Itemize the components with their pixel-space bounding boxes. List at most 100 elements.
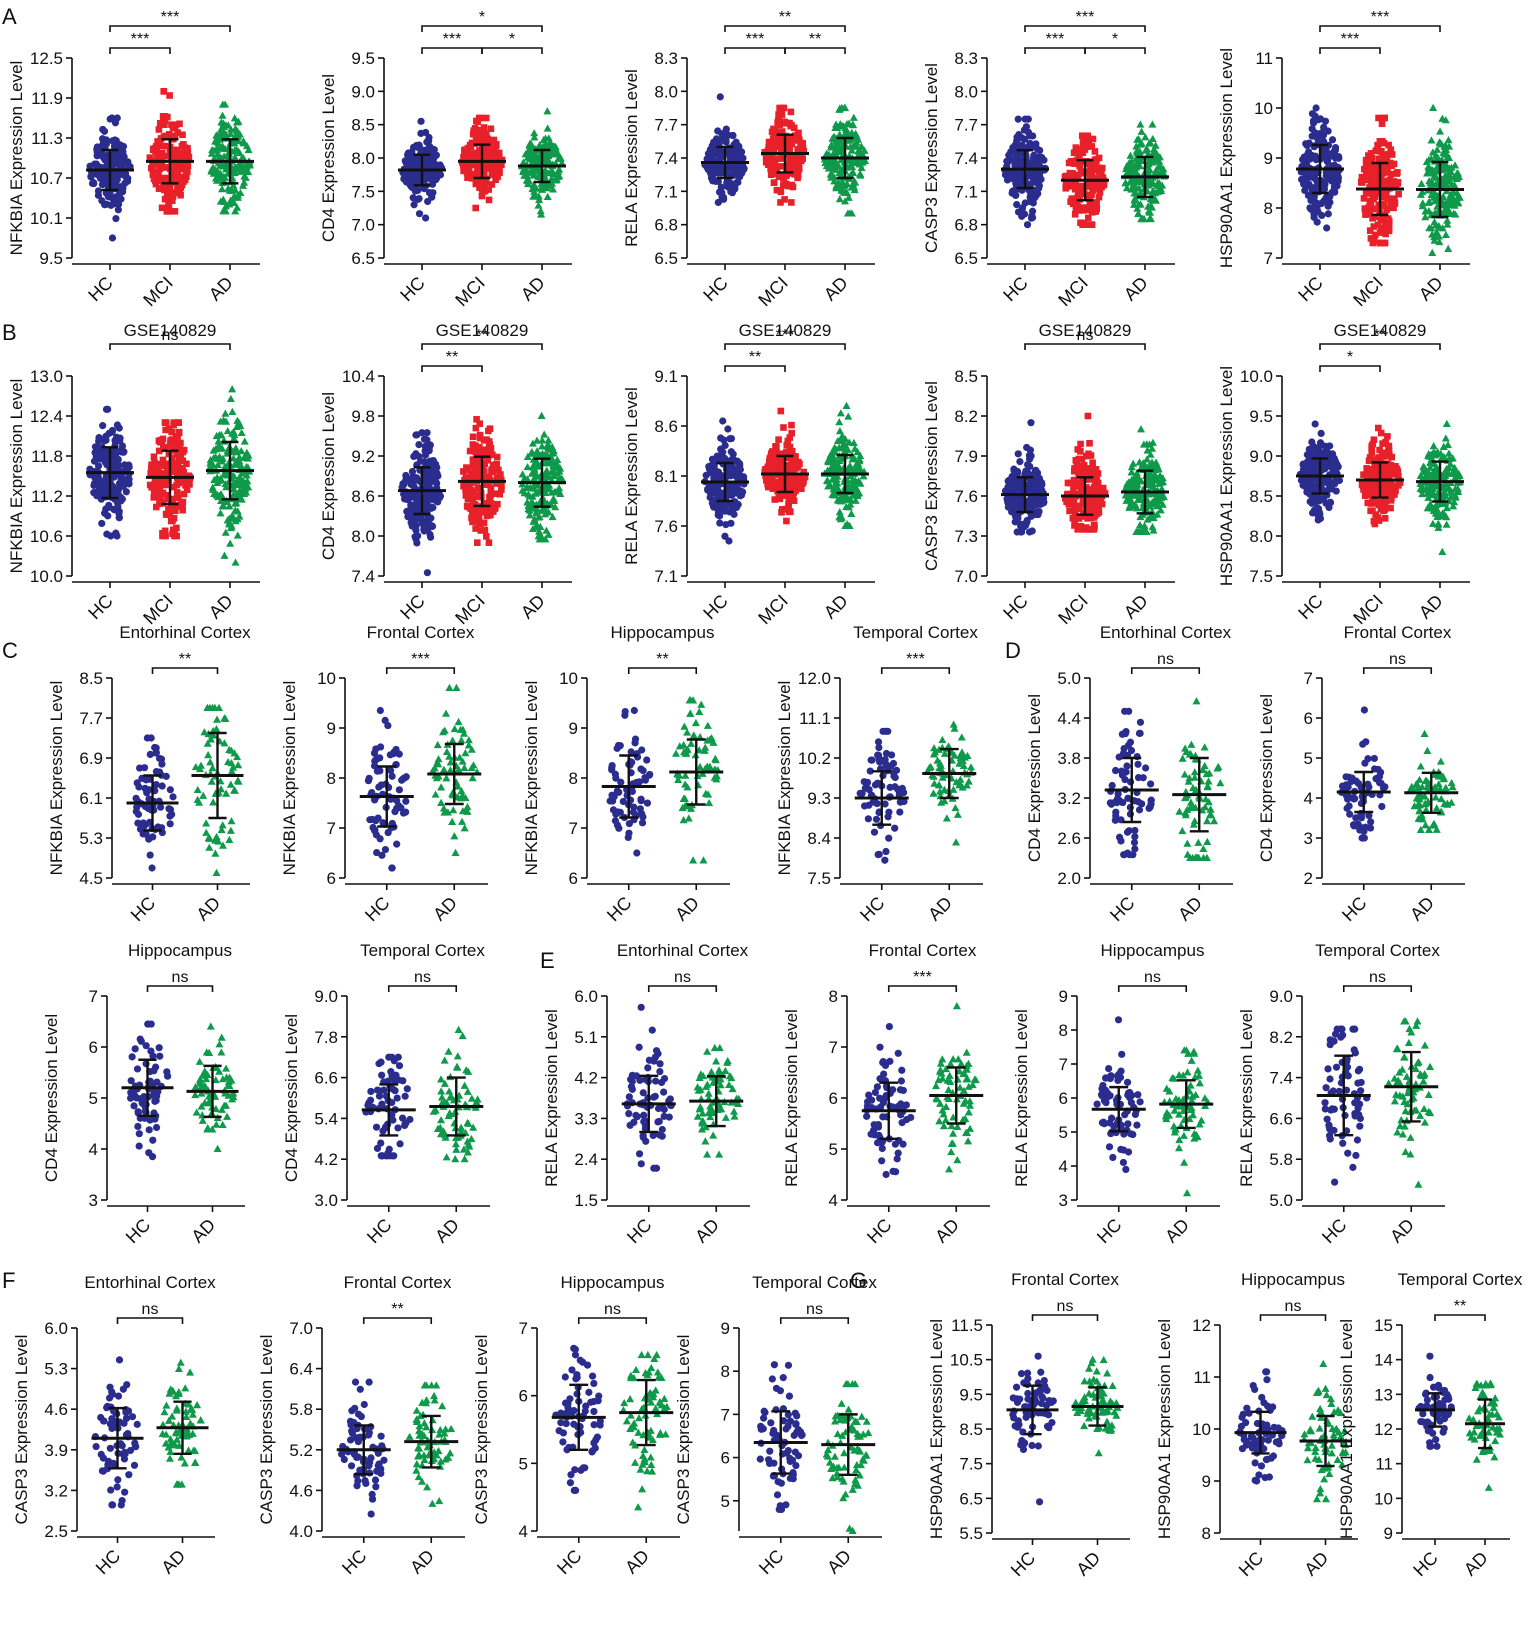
data-point	[411, 501, 419, 510]
data-point	[1328, 136, 1337, 144]
data-point	[770, 478, 777, 486]
data-point	[155, 185, 163, 192]
data-point	[1095, 168, 1103, 176]
data-point	[225, 520, 234, 528]
data-point	[1088, 221, 1096, 228]
data-point	[1323, 224, 1331, 232]
data-point	[1362, 189, 1370, 197]
data-point	[1366, 227, 1374, 234]
data-point	[1070, 485, 1077, 493]
data-point	[543, 192, 552, 200]
data-point	[1071, 171, 1079, 179]
data-point	[788, 136, 795, 143]
data-point	[848, 162, 857, 171]
data-point	[736, 466, 744, 474]
data-point	[155, 447, 163, 455]
data-point	[786, 508, 793, 515]
data-point	[775, 173, 783, 181]
data-point	[1435, 237, 1444, 246]
data-point	[1089, 135, 1097, 143]
data-point	[1372, 147, 1380, 155]
series-HC	[86, 405, 134, 540]
data-point	[520, 171, 529, 179]
data-point	[833, 141, 842, 149]
data-point	[235, 485, 244, 494]
data-point	[489, 461, 497, 469]
data-point	[95, 437, 103, 445]
data-point	[542, 508, 551, 516]
data-point	[1077, 145, 1085, 153]
data-point	[428, 495, 436, 503]
data-point	[778, 147, 785, 154]
data-point	[146, 481, 154, 489]
data-point	[724, 425, 732, 433]
series-AD	[820, 103, 870, 217]
data-point	[484, 160, 491, 168]
data-point	[789, 479, 797, 487]
data-point	[850, 183, 859, 191]
data-point	[1314, 208, 1322, 216]
data-point	[1088, 143, 1095, 150]
data-point	[1365, 210, 1372, 218]
data-point	[830, 460, 839, 469]
data-point	[466, 479, 473, 487]
data-point	[233, 203, 242, 211]
data-point	[116, 186, 124, 194]
data-point	[239, 181, 248, 189]
data-point	[541, 488, 550, 497]
data-point	[1145, 208, 1154, 216]
data-point	[166, 182, 173, 190]
data-point	[1089, 179, 1097, 187]
data-point	[1362, 159, 1370, 166]
data-point	[476, 443, 483, 451]
y-tick-label: 9	[1264, 149, 1273, 168]
data-point	[549, 449, 558, 457]
data-point	[1301, 186, 1309, 195]
data-point	[1072, 457, 1080, 464]
data-point	[1151, 141, 1160, 149]
data-point	[729, 450, 737, 458]
data-point	[420, 458, 428, 466]
y-tick-label: 9.5	[351, 49, 375, 68]
data-point	[176, 165, 184, 173]
data-point	[480, 462, 487, 470]
data-point	[526, 168, 535, 176]
data-point	[1379, 189, 1386, 197]
data-point	[1378, 177, 1385, 185]
data-point	[462, 486, 469, 494]
data-point	[178, 174, 186, 181]
data-point	[429, 456, 437, 465]
data-point	[110, 506, 119, 514]
x-tick-label-AD: AD	[517, 273, 549, 305]
data-point	[1076, 464, 1084, 472]
data-point	[111, 119, 120, 127]
data-point	[1155, 179, 1164, 187]
data-point	[1091, 523, 1098, 531]
data-point	[1371, 162, 1379, 170]
data-point	[99, 422, 107, 430]
data-point	[164, 491, 171, 499]
data-point	[209, 485, 218, 493]
data-point	[472, 525, 479, 532]
significance-label: *	[479, 9, 485, 26]
data-point	[462, 474, 470, 481]
data-point	[1093, 482, 1101, 490]
data-point	[763, 468, 771, 476]
data-point	[173, 481, 180, 489]
data-point	[735, 173, 743, 181]
data-point	[206, 455, 215, 464]
data-point	[160, 445, 168, 452]
data-point	[156, 138, 164, 145]
data-point	[169, 495, 176, 503]
data-point	[1374, 221, 1382, 229]
data-point	[486, 493, 494, 501]
data-point	[482, 114, 490, 122]
data-point	[179, 131, 186, 139]
data-point	[408, 467, 417, 476]
data-point	[1031, 467, 1039, 475]
x-tick-label-AD: AD	[820, 591, 852, 623]
data-point	[1079, 149, 1087, 156]
data-point	[1312, 104, 1320, 112]
